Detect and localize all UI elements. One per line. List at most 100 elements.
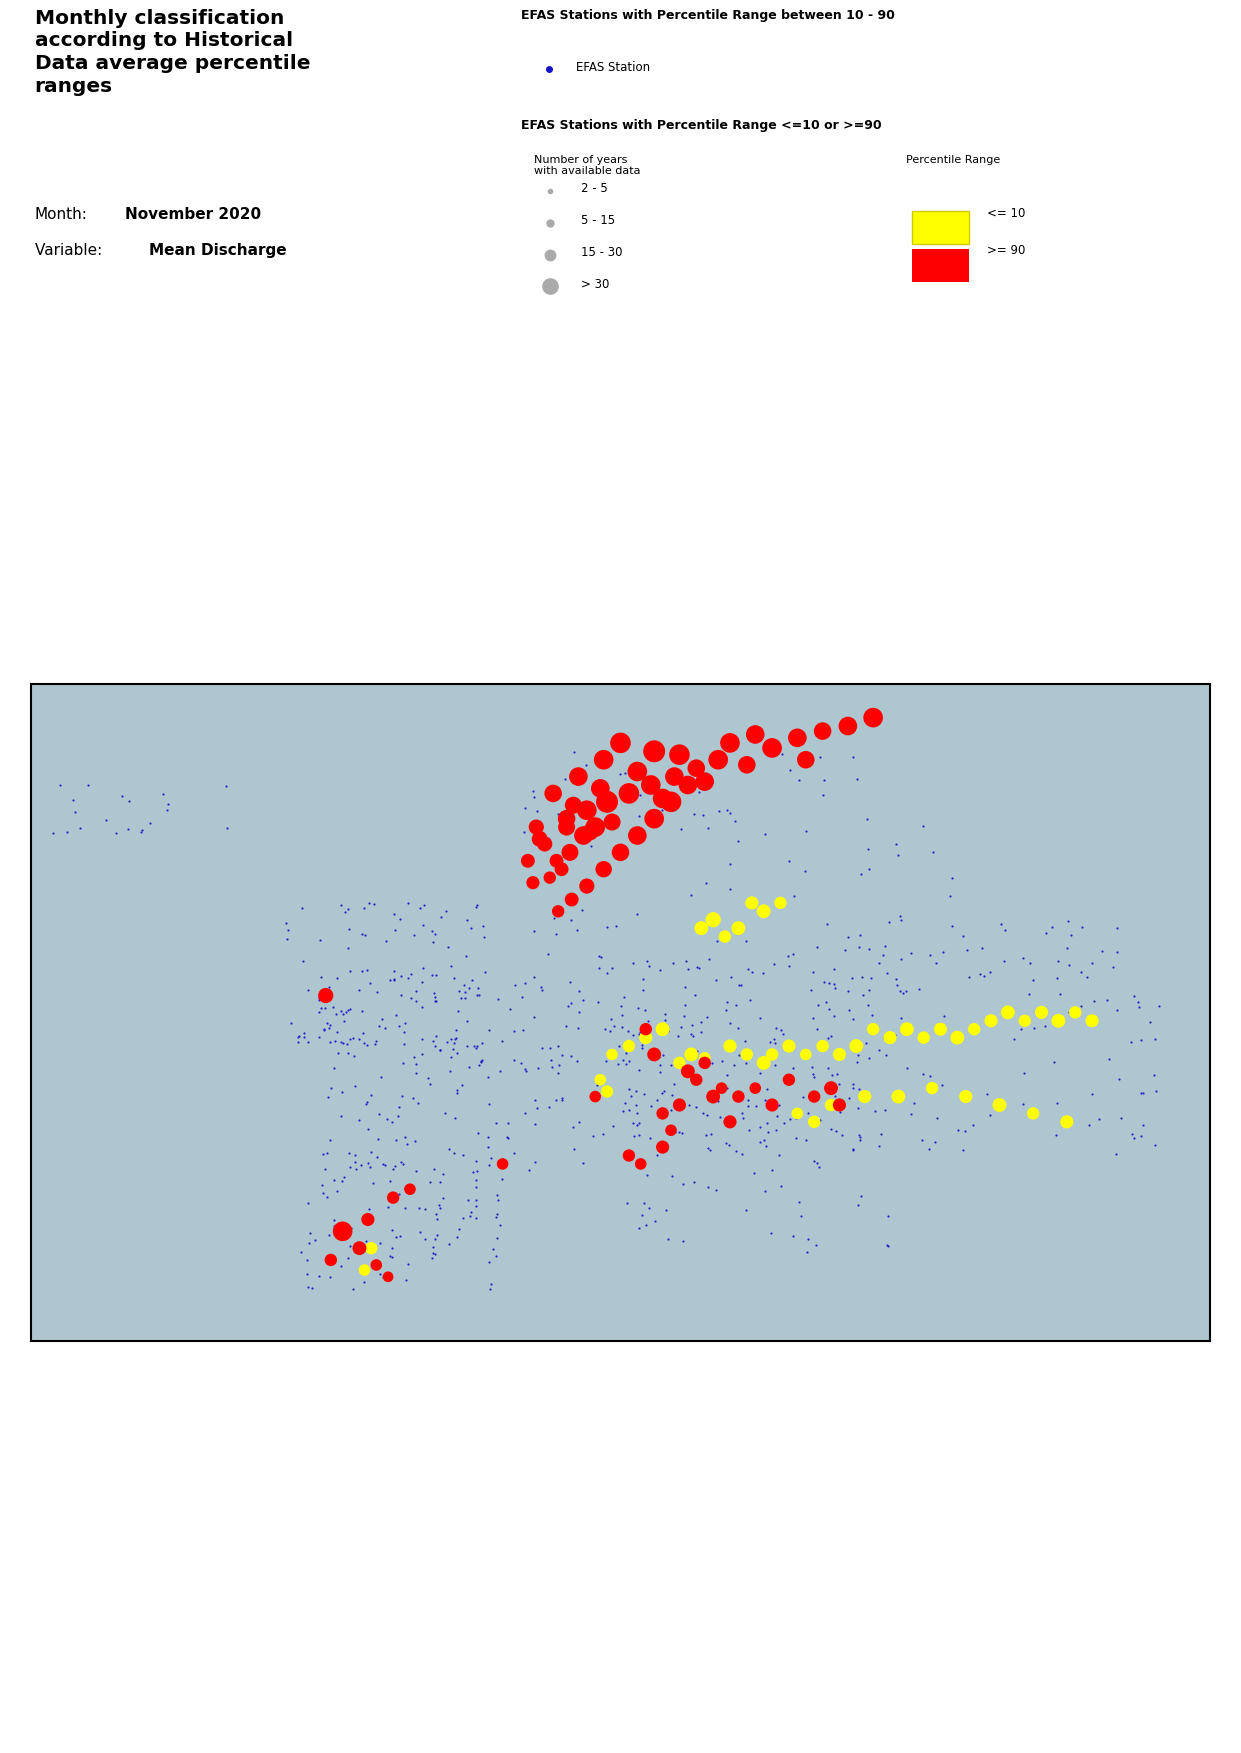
Point [383, 1183, 403, 1211]
Point [633, 964, 653, 992]
Point [551, 855, 571, 884]
Point [357, 955, 377, 983]
Point [851, 861, 871, 889]
Point [664, 950, 684, 978]
Point [764, 1026, 784, 1054]
Point [431, 1036, 450, 1064]
Point [458, 1187, 478, 1215]
Point [524, 1003, 544, 1031]
Point [720, 875, 740, 903]
Point [361, 1234, 381, 1262]
Point [504, 1138, 524, 1166]
Point [711, 1075, 731, 1103]
Point [423, 1232, 443, 1260]
Point [314, 1017, 334, 1045]
Point [696, 869, 716, 898]
Point [397, 1131, 417, 1159]
Point [386, 1001, 406, 1029]
Point [1133, 1111, 1153, 1139]
Point [720, 1131, 740, 1159]
Point [679, 1090, 699, 1118]
Point [357, 1206, 377, 1234]
Point [383, 901, 403, 929]
Point [894, 980, 913, 1008]
Point [753, 959, 773, 987]
Point [912, 812, 932, 840]
Point [808, 933, 828, 961]
Point [762, 1041, 782, 1069]
Point [927, 1104, 947, 1132]
Point [661, 1096, 681, 1124]
Point [1046, 1089, 1066, 1117]
Point [818, 1054, 838, 1082]
Point [694, 801, 714, 829]
Point [391, 1148, 411, 1176]
Point [292, 894, 311, 922]
Point [1014, 1059, 1034, 1087]
Point [423, 1027, 443, 1055]
Point [833, 1120, 853, 1148]
Point [468, 973, 488, 1001]
Point [889, 1083, 908, 1111]
Point [333, 1217, 352, 1245]
Point [691, 913, 711, 941]
Point [942, 864, 962, 892]
Point [824, 955, 844, 983]
Point [302, 1274, 321, 1302]
Point [603, 1111, 623, 1139]
Point [663, 1162, 683, 1190]
Point [465, 1204, 485, 1232]
Point [994, 947, 1014, 975]
Point [655, 1006, 675, 1034]
Point [71, 813, 91, 841]
Point [406, 1050, 426, 1078]
Point [854, 982, 874, 1010]
Point [313, 1180, 333, 1208]
Point [742, 957, 762, 985]
Point [843, 743, 862, 771]
Point [827, 1061, 846, 1089]
Point [1111, 1104, 1131, 1132]
Point [426, 961, 446, 989]
Point [581, 833, 601, 861]
Point [781, 757, 800, 785]
Point [783, 1222, 803, 1250]
Point [720, 729, 740, 757]
Point [352, 1252, 372, 1280]
Point [787, 724, 807, 752]
Point [316, 1139, 336, 1167]
Point [356, 1227, 376, 1255]
Point [540, 1034, 560, 1062]
Point [891, 906, 911, 934]
Point [345, 1041, 365, 1069]
Point [560, 968, 580, 996]
Point [468, 982, 488, 1010]
Point [424, 1225, 444, 1253]
Point [611, 838, 630, 866]
Point [572, 896, 592, 924]
Point [762, 1157, 782, 1185]
Point [439, 1134, 459, 1162]
Point [320, 1262, 340, 1290]
Point [1024, 966, 1044, 994]
Point [315, 994, 335, 1022]
Point [401, 983, 421, 1011]
Point [446, 1024, 465, 1052]
Point [750, 1113, 769, 1141]
Point [386, 1125, 406, 1153]
Point [870, 948, 890, 976]
Point [625, 1090, 645, 1118]
Point [391, 982, 411, 1010]
Point [474, 922, 494, 950]
Point [1046, 1120, 1066, 1148]
Point [567, 917, 587, 945]
Point [859, 976, 879, 1004]
Point [802, 976, 822, 1004]
Point [774, 1110, 794, 1138]
Point [433, 1185, 453, 1213]
Point [367, 1143, 387, 1171]
Point [382, 1243, 402, 1271]
Point [696, 1122, 716, 1150]
Point [629, 1120, 649, 1148]
Point [448, 997, 468, 1026]
